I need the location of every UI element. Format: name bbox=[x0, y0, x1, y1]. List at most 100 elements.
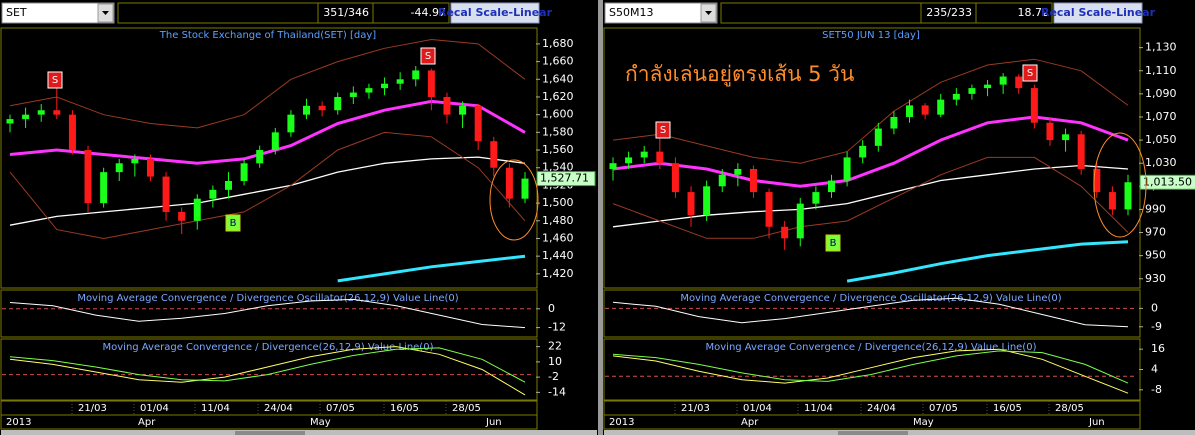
change-text: 18.72 bbox=[1018, 6, 1050, 19]
y-tick-label: 1,580 bbox=[542, 125, 574, 138]
date-label: 07/05 bbox=[929, 403, 958, 414]
y-tick-label: 1,600 bbox=[542, 108, 574, 121]
candle-body bbox=[906, 105, 914, 117]
symbol-dropdown[interactable] bbox=[604, 2, 718, 24]
counts-text: 351/346 bbox=[323, 6, 369, 19]
candle-body bbox=[796, 203, 804, 239]
month-label: Apr bbox=[138, 417, 156, 428]
candle-body bbox=[890, 116, 898, 129]
candle-body bbox=[115, 163, 123, 173]
candle-body bbox=[427, 70, 435, 97]
signal-label: S bbox=[52, 75, 58, 86]
indicator-line bbox=[612, 350, 1129, 384]
candle-body bbox=[671, 163, 679, 193]
y-tick-label: 1,110 bbox=[1145, 64, 1177, 77]
date-label: 11/04 bbox=[201, 403, 230, 414]
candle-body bbox=[703, 186, 711, 216]
y-tick-label: 970 bbox=[1145, 226, 1166, 239]
signal-box bbox=[825, 234, 841, 252]
signal-box bbox=[655, 121, 671, 139]
scrollbar-thumb[interactable] bbox=[838, 431, 908, 435]
candle-body bbox=[984, 84, 992, 89]
pane-title: Moving Average Convergence / Divergence … bbox=[680, 293, 1061, 304]
indicator-line bbox=[612, 58, 1129, 164]
candle-body bbox=[303, 105, 311, 115]
candle-body bbox=[256, 150, 264, 164]
candle-body bbox=[734, 168, 742, 175]
indicator-line bbox=[612, 115, 1129, 188]
y-tick-label: 1,030 bbox=[1145, 156, 1177, 169]
last-price-tag bbox=[536, 171, 596, 187]
last-price-label: 1,013.50 bbox=[1143, 175, 1192, 188]
y-tick-label: -2 bbox=[548, 370, 559, 383]
candle-body bbox=[162, 176, 170, 212]
scale-button[interactable] bbox=[1053, 2, 1143, 24]
price-pane bbox=[603, 27, 1141, 289]
month-label: 2013 bbox=[6, 417, 31, 428]
scrollbar-thumb[interactable] bbox=[235, 431, 305, 435]
indicator-line bbox=[9, 38, 526, 129]
indicator-line bbox=[9, 99, 526, 165]
candle-body bbox=[1077, 134, 1085, 169]
candle-body bbox=[937, 99, 945, 115]
signal-box bbox=[225, 214, 241, 232]
candle-body bbox=[609, 163, 617, 169]
signal-box bbox=[420, 47, 436, 65]
splitter bbox=[598, 0, 603, 435]
indicator-line bbox=[337, 254, 526, 283]
indicator-line bbox=[846, 240, 1129, 283]
month-label: May bbox=[310, 417, 331, 428]
candle-body bbox=[999, 76, 1007, 85]
scale-button[interactable] bbox=[450, 2, 540, 24]
indicator-line bbox=[612, 297, 1129, 328]
y-tick-label: 16 bbox=[1151, 342, 1165, 355]
y-tick-label: 1,480 bbox=[542, 214, 574, 227]
date-label: 11/04 bbox=[804, 403, 833, 414]
highlight-ellipse bbox=[489, 159, 539, 241]
candle-body bbox=[412, 70, 420, 80]
date-label: 28/05 bbox=[452, 403, 481, 414]
toolbar-box bbox=[117, 2, 319, 24]
month-label: 2013 bbox=[609, 417, 634, 428]
y-tick-label: -9 bbox=[1151, 320, 1162, 333]
dropdown-arrow bbox=[705, 11, 712, 15]
candle-body bbox=[334, 96, 342, 111]
candle-body bbox=[1030, 88, 1038, 123]
date-label: 24/04 bbox=[867, 403, 896, 414]
indicator-line bbox=[9, 298, 526, 329]
candle-body bbox=[53, 110, 61, 115]
y-tick-label: 950 bbox=[1145, 249, 1166, 262]
indicator-line bbox=[612, 156, 1129, 239]
last-price-label: 1,527.71 bbox=[540, 172, 589, 185]
y-tick-label: 1,050 bbox=[1145, 133, 1177, 146]
y-tick-label: 1,090 bbox=[1145, 87, 1177, 100]
y-tick-label: 1,440 bbox=[542, 249, 574, 262]
last-price-tag bbox=[1139, 174, 1195, 190]
candle-body bbox=[271, 132, 279, 151]
y-tick-label: 1,130 bbox=[1145, 41, 1177, 54]
date-label: 07/05 bbox=[326, 403, 355, 414]
change-text: -44.97 bbox=[411, 6, 446, 19]
chart-title: The Stock Exchange of Thailand(SET) [day… bbox=[159, 30, 376, 41]
date-label: 01/04 bbox=[743, 403, 772, 414]
candle-body bbox=[240, 163, 248, 181]
pane-title: Moving Average Convergence / Divergence(… bbox=[103, 342, 434, 353]
y-tick-label: 22 bbox=[548, 340, 562, 353]
y-tick-label: 10 bbox=[548, 355, 562, 368]
symbol-text: SET bbox=[6, 6, 27, 19]
candle-body bbox=[921, 105, 929, 115]
toolbar-box bbox=[720, 2, 922, 24]
symbol-dropdown[interactable] bbox=[1, 2, 115, 24]
date-label: 21/03 bbox=[681, 403, 710, 414]
candle-body bbox=[131, 158, 139, 164]
signal-label: B bbox=[830, 238, 837, 249]
candle-body bbox=[656, 151, 664, 164]
candle-body bbox=[100, 172, 108, 204]
y-tick-label: -14 bbox=[548, 385, 566, 398]
indicator-line bbox=[9, 347, 526, 383]
candle-body bbox=[349, 92, 357, 97]
candle-body bbox=[22, 114, 30, 120]
